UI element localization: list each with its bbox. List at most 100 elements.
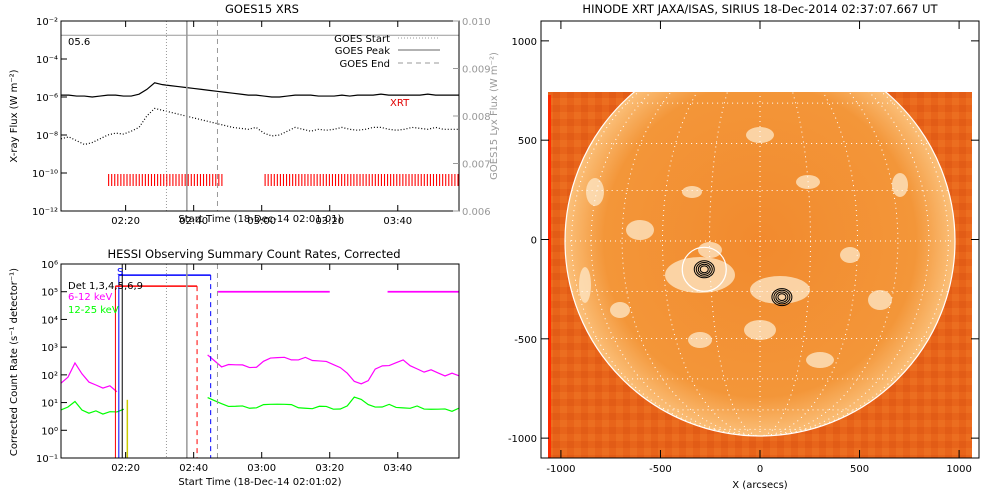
goes-title: GOES15 XRS: [225, 2, 299, 16]
xrt-panel: HINODE XRT JAXA/ISAS, SIRIUS 18-Dec-2014…: [508, 2, 980, 491]
hessi-x-tick-label: 02:20: [111, 463, 140, 474]
goes-x-tick-label: 02:20: [111, 216, 140, 227]
hessi-y-tick-label: 10⁰: [41, 426, 58, 437]
xrt-x-label: X (arcsecs): [732, 480, 788, 491]
goes-y-tick-label: 10⁻²: [36, 17, 58, 28]
hessi-frame: [60, 263, 460, 459]
hessi-x-tick-label: 03:40: [383, 463, 412, 474]
goes-y-label: X-ray Flux (W m⁻²): [9, 69, 20, 162]
bright-region: [744, 320, 776, 340]
hessi-y-tick-label: 10⁴: [41, 315, 58, 326]
legend-goes-peak: GOES Peak: [335, 46, 390, 57]
hessi-y-tick-label: 10¹: [41, 399, 58, 410]
xrt-y-tick-label: -1000: [508, 434, 537, 445]
hessi-y-tick-label: 10⁻¹: [36, 454, 58, 465]
xrt-image-edge: [548, 95, 551, 458]
xrt-x-tick-label: 1000: [946, 464, 971, 475]
goes-x-tick-label: 02:40: [179, 216, 208, 227]
hessi-y-tick-label: 10³: [41, 343, 58, 354]
goes-y2-label: GOES15 Lyx Flux (W m⁻²): [489, 52, 500, 180]
goes-plot-area: [60, 21, 459, 211]
hessi-series-12-25 keV: [60, 400, 125, 415]
bright-region: [892, 173, 908, 197]
legend-12-25: 12-25 keV: [68, 305, 119, 316]
hessi-x-tick-label: 03:20: [315, 463, 344, 474]
contour-ring: [697, 263, 711, 275]
xrt-x-tick-label: -1000: [546, 464, 575, 475]
contour-ring: [699, 265, 709, 274]
goes-y-tick-label: 10⁻⁸: [36, 131, 58, 142]
xrt-x-tick-label: -500: [649, 464, 672, 475]
goes-panel: GOES15 XRS 02:20 02:40 03:00 03:20 03:40 10⁻…: [9, 2, 500, 227]
hessi-title: HESSI Observing Summary Count Rates, Cor…: [107, 247, 400, 261]
legend-det: Det 1,3,4,5,6,9: [68, 281, 143, 292]
xrt-y-tick-label: -500: [514, 335, 537, 346]
bright-region: [626, 220, 654, 240]
solar-limb: [564, 92, 956, 437]
hessi-marker-s: S: [117, 267, 123, 278]
goes-legend: GOES Start GOES Peak GOES End: [334, 34, 440, 70]
xrt-label: XRT: [390, 98, 410, 109]
goes-y2-tick-label: 0.010: [462, 17, 491, 28]
hessi-x-tick-label: 03:00: [247, 463, 276, 474]
goes-y-tick-label: 10⁻⁶: [36, 93, 58, 104]
contour-ring: [775, 291, 789, 303]
hessi-y-tick-label: 10²: [41, 371, 58, 382]
bright-region: [840, 247, 860, 263]
hessi-series-6-12 keV: [60, 361, 118, 393]
bright-region: [610, 302, 630, 318]
goes-y-tick-label: 10⁻¹²: [32, 207, 58, 218]
contours: [681, 246, 793, 307]
goes-x-tick-label: 03:00: [247, 216, 276, 227]
longitude-line: [709, 92, 761, 436]
bright-region: [746, 127, 774, 143]
hessi-series-6-12 keV: [207, 354, 460, 385]
longitude-line: [571, 92, 761, 436]
goes-y-tick-label: 10⁻⁴: [36, 55, 58, 66]
xrt-y-tick-label: 1000: [512, 37, 537, 48]
contour-ring: [773, 289, 791, 305]
goes-y2-tick-label: 0.009: [462, 65, 491, 76]
contour-ring: [777, 293, 787, 302]
xrt-x-tick-label: 0: [757, 464, 763, 475]
hessi-panel: HESSI Observing Summary Count Rates, Cor…: [9, 247, 460, 488]
goes-long-channel-line: [61, 82, 459, 98]
goes-y2-tick-label: 0.007: [462, 160, 491, 171]
xrt-image: [548, 92, 972, 458]
goes-short-channel-line: [60, 107, 459, 146]
longitude-line: [759, 92, 949, 436]
hessi-series-12-25 keV: [207, 396, 460, 412]
xrt-y-tick-label: 0: [531, 236, 537, 247]
xrt-title: HINODE XRT JAXA/ISAS, SIRIUS 18-Dec-2014…: [582, 2, 938, 16]
goes-y-tick-label: 10⁻¹⁰: [32, 169, 58, 180]
hessi-y-tick-label: 10⁵: [41, 288, 58, 299]
goes-y2-tick-label: 0.006: [462, 207, 491, 218]
highlight-circle: [681, 246, 727, 292]
heliographic-grid: [565, 92, 955, 436]
xrt-y-tick-label: 500: [518, 136, 537, 147]
legend-goes-start: GOES Start: [334, 34, 390, 45]
contour-ring: [695, 261, 713, 277]
goes-x-tick-label: 03:40: [383, 216, 412, 227]
goes-x-tick-label: 03:20: [315, 216, 344, 227]
legend-goes-end: GOES End: [340, 59, 390, 70]
longitude-line: [759, 92, 811, 436]
hessi-x-label: Start Time (18-Dec-14 02:01:02): [178, 477, 341, 488]
hessi-y-label: Corrected Count Rate (s⁻¹ detector⁻¹): [9, 268, 20, 456]
hessi-plot-area: [60, 264, 460, 458]
bright-region: [698, 242, 722, 258]
legend-6-12: 6-12 keV: [68, 292, 112, 303]
goes-y2-tick-label: 0.008: [462, 112, 491, 123]
bright-region: [586, 178, 604, 206]
goes-x-label: Start Time (18-Dec-14 02:01:01): [178, 214, 341, 225]
contour-ring: [693, 260, 715, 279]
bright-region: [806, 352, 834, 368]
hessi-y-tick-label: 10⁶: [41, 260, 58, 271]
bright-region: [868, 290, 892, 310]
hessi-x-tick-label: 02:40: [179, 463, 208, 474]
lya-value-label: 05.6: [68, 37, 90, 48]
xrt-x-tick-label: 500: [850, 464, 869, 475]
contour-ring: [771, 288, 793, 307]
bright-region: [682, 186, 702, 198]
